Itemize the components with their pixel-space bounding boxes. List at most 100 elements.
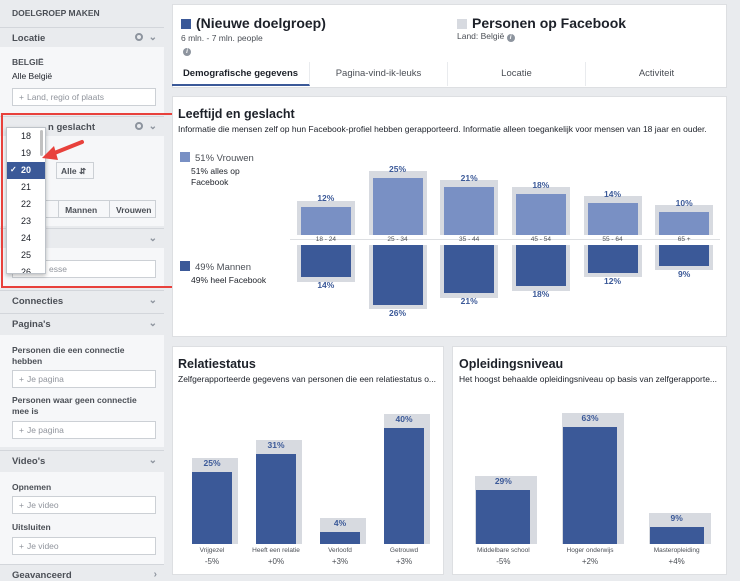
age-option[interactable]: 19 xyxy=(7,145,45,162)
tab-page-likes[interactable]: Pagina-vind-ik-leuks xyxy=(310,62,448,86)
sidebar: DOELGROEP MAKEN Locatie ⌄ BELGIË Alle Be… xyxy=(0,0,164,581)
relationship-title: Relatiestatus xyxy=(178,357,256,371)
chevron-down-icon[interactable]: ⌄ xyxy=(148,455,157,466)
chevron-down-icon[interactable]: ⌄ xyxy=(148,121,157,132)
age-option[interactable]: 24 xyxy=(7,230,45,247)
age-category-label: 25 - 34 xyxy=(387,236,408,243)
red-arrow-annotation xyxy=(42,140,84,160)
chevron-down-icon[interactable]: ⌄ xyxy=(148,295,157,306)
women-bar[interactable] xyxy=(372,177,423,235)
men-value-label: 18% xyxy=(532,289,550,300)
men-bar[interactable] xyxy=(300,245,351,278)
data-bar[interactable] xyxy=(256,454,296,544)
age-option[interactable]: 25 xyxy=(7,247,45,264)
audience-color-swatch xyxy=(181,19,191,29)
videos-exclude-input[interactable]: + Je video xyxy=(12,537,156,555)
tab-bar: Demografische gegevens Pagina-vind-ik-le… xyxy=(172,62,727,86)
pages-connected-input[interactable]: + Je pagina xyxy=(12,370,156,388)
men-bar[interactable] xyxy=(372,245,423,305)
advanced-section-header[interactable]: Geavanceerd › xyxy=(0,564,164,581)
age-category-label: 35 - 44 xyxy=(459,236,480,243)
comparison-color-swatch xyxy=(457,19,467,29)
plus-icon: + xyxy=(19,500,24,510)
age-gender-title: Leeftijd en geslacht xyxy=(178,107,295,121)
pages-section-header[interactable]: Pagina's ⌄ xyxy=(0,313,164,333)
connections-section-header[interactable]: Connecties ⌄ xyxy=(0,290,164,310)
men-bar[interactable] xyxy=(444,245,495,294)
category-label: Hoger onderwijs xyxy=(566,547,614,554)
gear-icon[interactable] xyxy=(135,122,143,130)
info-icon[interactable]: i xyxy=(183,45,191,56)
age-from-dropdown[interactable]: 18 19 ✓ 20 21 22 23 24 25 26 xyxy=(6,127,46,274)
bar-value-label: 40% xyxy=(395,414,413,425)
gender-segmented-control[interactable]: Alle Mannen Vrouwen xyxy=(12,200,156,218)
comparison-change-label: +3% xyxy=(331,557,349,566)
women-bar[interactable] xyxy=(515,193,566,235)
age-category-label: 65 + xyxy=(677,236,691,243)
men-bar[interactable] xyxy=(515,245,566,287)
data-bar[interactable] xyxy=(649,527,704,544)
category-label: Middelbare school xyxy=(476,547,530,554)
age-option[interactable]: 18 xyxy=(7,128,45,145)
men-bar[interactable] xyxy=(659,245,710,266)
location-country: BELGIË xyxy=(12,57,44,67)
women-bar[interactable] xyxy=(300,207,351,235)
gender-men-button[interactable]: Mannen xyxy=(58,201,109,217)
women-value-label: 12% xyxy=(317,193,335,204)
women-value-label: 25% xyxy=(388,163,406,174)
pages-label: Pagina's xyxy=(12,319,51,330)
comparison-change-label: -5% xyxy=(204,557,220,566)
axis-line xyxy=(290,239,720,240)
chevron-down-icon[interactable]: ⌄ xyxy=(148,318,157,329)
chevron-right-icon[interactable]: › xyxy=(153,569,157,580)
chevron-down-icon[interactable]: ⌄ xyxy=(148,233,157,244)
age-option-label: 19 xyxy=(21,148,32,158)
age-option-label: 22 xyxy=(21,199,32,209)
info-icon[interactable]: i xyxy=(506,34,515,42)
data-bar[interactable] xyxy=(320,532,360,544)
category-label: Getrouwd xyxy=(389,547,419,554)
data-bar[interactable] xyxy=(563,427,617,544)
tab-demographics[interactable]: Demografische gegevens xyxy=(172,62,310,86)
age-category-label: 18 - 24 xyxy=(315,236,336,243)
relationship-subtitle: Zelfgerapporteerde gegevens van personen… xyxy=(178,374,437,384)
pages-not-connected-input[interactable]: + Je pagina xyxy=(12,421,156,439)
plus-icon: + xyxy=(19,541,24,551)
tab-activity[interactable]: Activiteit xyxy=(638,68,675,79)
scrollbar[interactable] xyxy=(40,130,43,156)
men-legend: 49% Mannen xyxy=(180,261,251,273)
comparison-change-label: -5% xyxy=(496,557,511,566)
videos-include-input[interactable]: + Je video xyxy=(12,496,156,514)
comparison-country: Land: België i xyxy=(457,31,515,42)
location-all: Alle België xyxy=(12,71,53,81)
age-option-label: 18 xyxy=(21,131,32,141)
women-bar[interactable] xyxy=(444,186,495,235)
location-input[interactable]: + Land, regio of plaats xyxy=(12,88,156,106)
women-bar[interactable] xyxy=(659,212,710,235)
pages-panel: Personen die een connectie hebben + Je pa… xyxy=(0,335,164,447)
gender-women-button[interactable]: Vrouwen xyxy=(109,201,155,217)
age-option[interactable]: 23 xyxy=(7,213,45,230)
gear-icon[interactable] xyxy=(135,33,143,41)
videos-section-header[interactable]: Video's ⌄ xyxy=(0,450,164,470)
age-option[interactable]: 26 xyxy=(7,264,45,273)
data-bar[interactable] xyxy=(476,490,531,544)
age-option[interactable]: 21 xyxy=(7,179,45,196)
data-bar[interactable] xyxy=(384,428,424,544)
age-gender-section-header[interactable]: n geslacht ⌄ xyxy=(0,116,164,136)
comparison-title: Personen op Facebook xyxy=(457,15,626,31)
women-bar[interactable] xyxy=(587,202,638,235)
videos-include-label: Opnemen xyxy=(12,482,52,492)
age-category-label: 45 - 54 xyxy=(530,236,551,243)
men-sub: 49% heel Facebook xyxy=(191,275,267,285)
men-bar[interactable] xyxy=(587,245,638,273)
age-option[interactable]: ✓ 20 xyxy=(7,162,45,179)
location-section-header[interactable]: Locatie ⌄ xyxy=(0,27,164,47)
location-panel: BELGIË Alle België + Land, regio of plaat… xyxy=(0,47,164,113)
age-option[interactable]: 22 xyxy=(7,196,45,213)
data-bar[interactable] xyxy=(192,471,232,544)
age-to-select[interactable]: Alle ⇵ xyxy=(56,162,94,179)
tab-location[interactable]: Locatie xyxy=(448,62,586,86)
education-chart: 29% Middelbare school -5% 63% Hoger onderwij… xyxy=(456,392,724,572)
chevron-down-icon[interactable]: ⌄ xyxy=(148,32,157,43)
